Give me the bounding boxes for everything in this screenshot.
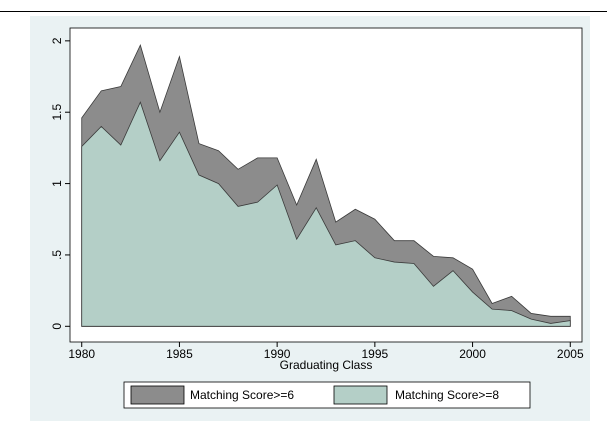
legend-label: Matching Score>=8 (395, 388, 499, 402)
x-tick-label: 1995 (362, 347, 389, 361)
x-tick-label: 1985 (166, 347, 193, 361)
y-tick-label: 0 (50, 323, 64, 330)
y-tick-label: 1.5 (50, 104, 64, 121)
area (81, 101, 571, 327)
x-tick-label: 2000 (459, 347, 486, 361)
x-tick-label: 1980 (68, 347, 95, 361)
x-axis-label: Graduating Class (280, 358, 373, 372)
y-tick-label: 1 (50, 180, 64, 187)
legend-swatch (333, 385, 388, 405)
y-tick-label: 2 (50, 37, 64, 44)
y-tick-label: .5 (50, 250, 64, 260)
x-tick-label: 2005 (557, 347, 584, 361)
legend-label: Matching Score>=6 (190, 388, 294, 402)
legend (123, 381, 531, 409)
x-tick-label: 1990 (264, 347, 291, 361)
legend-swatch (130, 385, 185, 405)
